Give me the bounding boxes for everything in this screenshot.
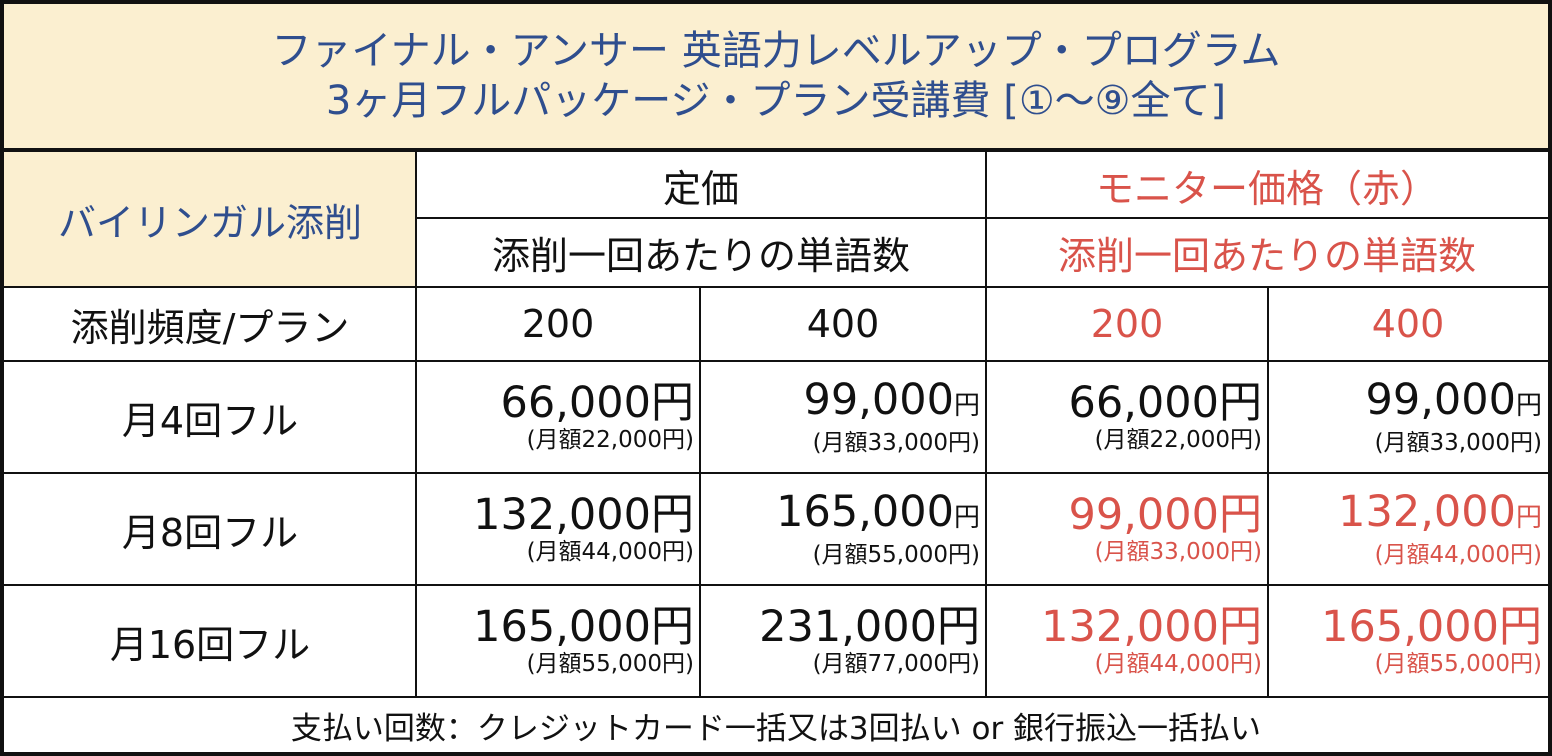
price-total: 99,000円	[803, 375, 980, 425]
col-header-regular-200: 200	[416, 288, 700, 360]
freq-label: 添削頻度/プラン	[70, 305, 350, 350]
price-total: 165,000円	[1321, 602, 1542, 652]
regular-price-header: 定価	[416, 152, 986, 218]
price-monthly: (月額33,000円)	[1374, 430, 1542, 456]
payment-note-cell: 支払い回数：クレジットカード一括又は3回払い or 銀行振込一括払い	[4, 698, 1548, 752]
price-cell: 165,000円 (月額55,000円)	[416, 586, 700, 696]
service-name-cell: バイリンガル添削	[4, 152, 416, 286]
price-total: 99,000円	[1068, 490, 1262, 540]
divider	[4, 584, 1548, 586]
divider	[4, 148, 1548, 152]
divider	[4, 286, 1548, 288]
title-line-1: ファイナル・アンサー 英語力レベルアップ・プログラム	[271, 28, 1281, 74]
title-block: ファイナル・アンサー 英語力レベルアップ・プログラム 3ヶ月フルパッケージ・プラ…	[4, 4, 1548, 148]
price-total: 66,000円	[500, 378, 694, 428]
freq-label-cell: 添削頻度/プラン	[4, 288, 416, 360]
divider	[4, 472, 1548, 474]
price-cell: 66,000円 (月額22,000円)	[986, 362, 1268, 472]
word-count: 200	[521, 302, 595, 346]
price-monthly: (月額55,000円)	[1374, 651, 1542, 677]
row-label: 月16回フル	[109, 622, 311, 667]
word-count: 200	[1090, 302, 1164, 346]
price-monthly: (月額22,000円)	[1094, 427, 1262, 453]
price-monthly: (月額22,000円)	[526, 427, 694, 453]
divider	[4, 360, 1548, 362]
price-monthly: (月額44,000円)	[1094, 651, 1262, 677]
price-total: 99,000円	[1365, 375, 1542, 425]
price-cell: 99,000円 (月額33,000円)	[700, 362, 986, 472]
price-cell: 132,000円 (月額44,000円)	[416, 474, 700, 584]
row-label: 月8回フル	[121, 510, 299, 555]
col-header-regular-400: 400	[700, 288, 986, 360]
row-label-cell: 月16回フル	[4, 586, 416, 696]
price-cell: 231,000円 (月額77,000円)	[700, 586, 986, 696]
word-count: 400	[806, 302, 880, 346]
regular-price-label: 定価	[662, 166, 739, 211]
price-cell: 165,000円 (月額55,000円)	[1268, 586, 1548, 696]
monitor-price-label: モニター価格（赤）	[1095, 166, 1438, 211]
title-line-2: 3ヶ月フルパッケージ・プラン受講費 [①〜⑨全て]	[325, 78, 1227, 124]
price-total: 132,000円	[1041, 602, 1262, 652]
row-label-cell: 月4回フル	[4, 362, 416, 472]
divider	[985, 152, 987, 696]
price-monthly: (月額55,000円)	[526, 651, 694, 677]
col-header-monitor-200: 200	[986, 288, 1268, 360]
price-cell: 99,000円 (月額33,000円)	[1268, 362, 1548, 472]
price-monthly: (月額55,000円)	[812, 542, 980, 568]
divider	[699, 287, 701, 696]
service-name: バイリンガル添削	[57, 200, 362, 245]
price-cell: 99,000円 (月額33,000円)	[986, 474, 1268, 584]
price-cell: 66,000円 (月額22,000円)	[416, 362, 700, 472]
divider	[415, 152, 417, 696]
price-cell: 165,000円 (月額55,000円)	[700, 474, 986, 584]
regular-words-label: 添削一回あたりの単語数	[491, 233, 910, 278]
price-cell: 132,000円 (月額44,000円)	[1268, 474, 1548, 584]
row-label-cell: 月8回フル	[4, 474, 416, 584]
divider	[1267, 287, 1269, 696]
price-monthly: (月額44,000円)	[1374, 542, 1542, 568]
regular-words-header: 添削一回あたりの単語数	[416, 218, 986, 286]
row-label: 月4回フル	[121, 398, 299, 443]
price-monthly: (月額33,000円)	[812, 430, 980, 456]
payment-note: 支払い回数：クレジットカード一括又は3回払い or 銀行振込一括払い	[290, 710, 1262, 747]
price-monthly: (月額77,000円)	[812, 651, 980, 677]
price-total: 66,000円	[1068, 378, 1262, 428]
price-total: 132,000円	[1338, 487, 1542, 537]
price-total: 165,000円	[473, 602, 694, 652]
word-count: 400	[1371, 302, 1445, 346]
price-cell: 132,000円 (月額44,000円)	[986, 586, 1268, 696]
divider	[4, 696, 1548, 698]
price-monthly: (月額33,000円)	[1094, 539, 1262, 565]
divider	[416, 217, 1548, 219]
price-total: 231,000円	[759, 602, 980, 652]
monitor-words-header: 添削一回あたりの単語数	[986, 218, 1548, 286]
monitor-price-header: モニター価格（赤）	[986, 152, 1548, 218]
price-monthly: (月額44,000円)	[526, 539, 694, 565]
monitor-words-label: 添削一回あたりの単語数	[1057, 233, 1476, 278]
price-total: 132,000円	[473, 490, 694, 540]
col-header-monitor-400: 400	[1268, 288, 1548, 360]
price-total: 165,000円	[776, 487, 980, 537]
